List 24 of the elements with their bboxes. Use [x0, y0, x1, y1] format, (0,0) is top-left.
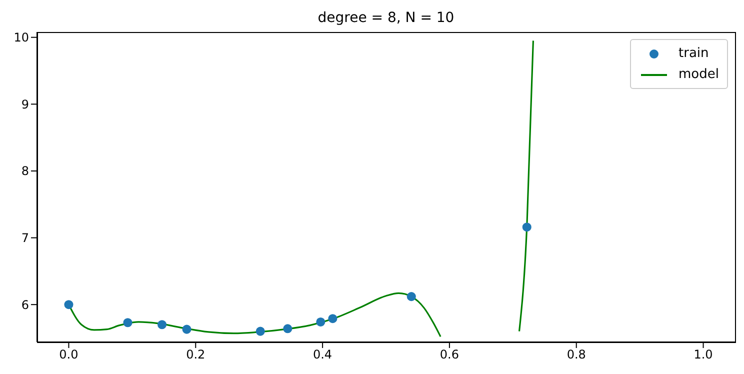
x-tick-label: 0.6	[440, 348, 459, 362]
y-tick-label: 6	[21, 298, 29, 312]
y-tick-label: 9	[21, 97, 29, 112]
point	[283, 324, 292, 334]
point	[522, 222, 532, 232]
point	[406, 292, 416, 302]
point	[157, 320, 167, 330]
point	[328, 314, 338, 324]
point	[182, 324, 192, 334]
legend-label: train	[678, 45, 709, 63]
point	[316, 317, 326, 326]
x-tick-label: 0.2	[186, 348, 206, 362]
point	[64, 300, 74, 310]
x-tick-label: 0.4	[313, 348, 332, 362]
x-tick-label: 0.0	[59, 348, 78, 362]
point	[256, 326, 265, 336]
y-tick-label: 8	[21, 164, 29, 178]
x-tick-label: 0.8	[566, 348, 586, 362]
legend-label: model	[678, 66, 719, 84]
y-tick-label: 10	[14, 30, 29, 45]
x-tick-label: 1.0	[694, 348, 713, 362]
point	[123, 318, 132, 328]
y-tick-label: 7	[21, 231, 29, 246]
chart-title: degree = 8, N = 10	[316, 10, 456, 26]
